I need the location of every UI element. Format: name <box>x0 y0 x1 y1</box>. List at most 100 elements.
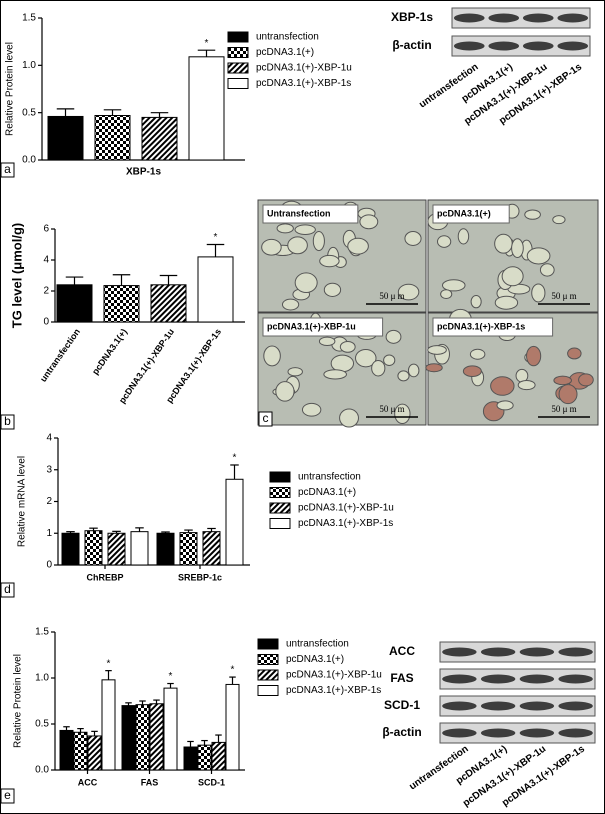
error-bar <box>89 527 98 531</box>
blot-band <box>558 674 593 684</box>
error-bar <box>135 527 144 532</box>
legend-swatch <box>269 502 291 514</box>
blot-band <box>522 41 554 51</box>
error-bar <box>153 699 160 704</box>
bar <box>197 744 212 771</box>
y-tick-label: 1 <box>46 528 52 539</box>
legend-swatch <box>227 31 249 43</box>
cell <box>552 215 566 225</box>
bar <box>73 731 88 771</box>
legend-label: pcDNA3.1(+)-XBP-1s <box>256 78 351 89</box>
bar <box>188 56 225 161</box>
bar <box>183 746 198 771</box>
cell <box>511 238 524 259</box>
bar <box>141 116 178 161</box>
micrograph-label: pcDNA3.1(+) <box>437 208 491 218</box>
y-axis-label: TG level (μmol/g) <box>9 223 24 328</box>
panel-letter-box <box>0 788 15 804</box>
error-bar <box>125 702 132 706</box>
x-tick-label: untransfection <box>38 327 82 384</box>
cell <box>441 279 466 292</box>
cell <box>394 403 411 424</box>
bar <box>56 284 93 323</box>
y-tick-label: 6 <box>43 224 49 235</box>
blot-row-label: XBP-1s <box>391 10 433 24</box>
error-bar <box>63 726 70 731</box>
cell <box>437 235 452 248</box>
y-tick-label: 0.5 <box>35 719 49 730</box>
cell <box>261 238 282 256</box>
cell <box>526 345 542 367</box>
y-tick-label: 0.0 <box>35 765 49 776</box>
x-tick-label: FAS <box>141 777 159 787</box>
blot-band <box>480 647 516 657</box>
cell <box>287 236 308 255</box>
bar <box>107 532 126 566</box>
cell <box>287 367 303 377</box>
blot-band <box>558 701 593 711</box>
cell <box>323 369 347 380</box>
blot-strip <box>451 35 591 57</box>
y-tick-label: 0.0 <box>22 155 36 166</box>
bar <box>59 729 74 771</box>
legend-label: pcDNA3.1(+)-XBP-1s <box>286 685 381 696</box>
legend-swatch <box>227 47 249 58</box>
error-bar <box>66 531 75 534</box>
bar <box>225 478 244 566</box>
bar <box>61 532 80 566</box>
legend-label: pcDNA3.1(+) <box>256 47 314 58</box>
legend-label: pcDNA3.1(+)-XBP-1s <box>298 518 393 529</box>
y-tick-label: 4 <box>43 255 49 266</box>
bar <box>84 530 103 566</box>
micrograph-label-box <box>262 317 384 337</box>
cell <box>470 294 482 309</box>
x-tick-label: pcDNA3.1(+) <box>90 327 129 377</box>
cell <box>339 408 359 428</box>
error-bar <box>91 730 98 736</box>
panel-letter: c <box>263 411 269 425</box>
panel-letter: a <box>4 162 11 176</box>
micrograph-label-box <box>262 204 359 224</box>
cell <box>397 370 410 382</box>
cell <box>567 347 582 360</box>
blot-band <box>557 41 589 51</box>
scale-label: 50 μ m <box>551 404 576 414</box>
legend-swatch <box>257 654 279 665</box>
cell <box>539 263 555 277</box>
cell <box>558 384 578 405</box>
legend-label: pcDNA3.1(+) <box>298 487 356 498</box>
error-bar <box>77 727 84 733</box>
cell <box>404 231 422 246</box>
y-tick-label: 1.5 <box>35 627 49 638</box>
cell <box>440 289 453 300</box>
blot-row-label: SCD-1 <box>384 698 420 712</box>
cell <box>553 375 572 386</box>
cell <box>531 283 546 303</box>
blot-band <box>480 728 516 738</box>
bar <box>150 284 187 323</box>
cell <box>339 341 356 353</box>
bar <box>225 683 240 771</box>
cell <box>276 223 294 234</box>
error-bar <box>230 464 239 480</box>
cell <box>371 359 386 377</box>
cell <box>347 237 369 255</box>
blot-band <box>453 13 485 23</box>
x-axis-label: XBP-1s <box>126 167 161 178</box>
cell <box>294 224 316 235</box>
bar <box>197 256 234 323</box>
bar <box>202 531 221 566</box>
panel-letter: b <box>4 414 11 428</box>
error-bar <box>197 49 216 57</box>
legend-swatch <box>269 471 291 483</box>
x-tick-label: SCD-1 <box>198 777 225 787</box>
error-bar <box>103 109 122 116</box>
y-tick-label: 4 <box>46 433 52 444</box>
micrograph-label: Untransfection <box>267 208 331 218</box>
blot-band <box>519 728 555 738</box>
blot-band <box>453 41 485 51</box>
cell <box>312 230 325 252</box>
blot-band <box>519 674 555 684</box>
blot-band <box>519 647 555 657</box>
bar <box>103 285 140 323</box>
